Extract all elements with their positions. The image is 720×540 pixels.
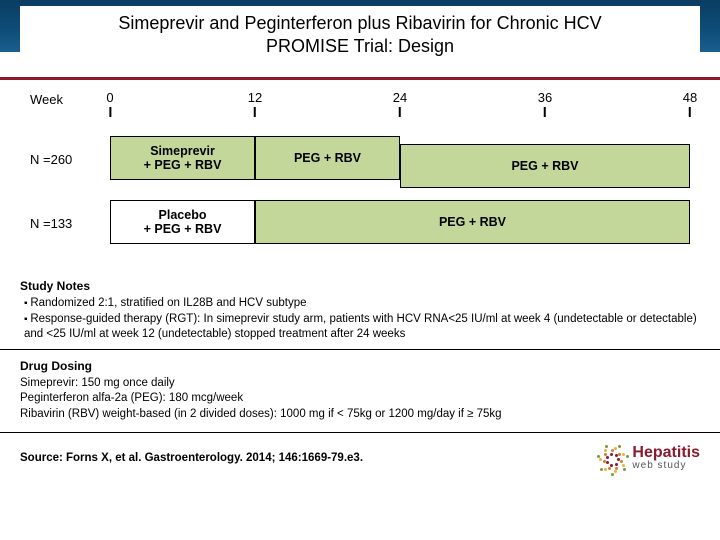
arm-bars: Placebo+ PEG + RBVPEG + RBV: [110, 200, 690, 244]
study-note-item: Randomized 2:1, stratified on IL28B and …: [24, 296, 700, 312]
dosing-lines: Simeprevir: 150 mg once dailyPeginterfer…: [20, 376, 700, 423]
logo-text: Hepatitis web study: [632, 445, 700, 471]
treatment-segment: PEG + RBV: [255, 136, 400, 180]
accent-divider: [0, 77, 720, 80]
logo-line-1: Hepatitis: [632, 445, 700, 461]
study-notes-list: Randomized 2:1, stratified on IL28B and …: [20, 296, 700, 343]
logo-dot-icon: [596, 443, 626, 473]
title-box: Simeprevir and Peginterferon plus Ribavi…: [20, 6, 700, 67]
trial-design-chart: Week 0 12 24 36 48 N =260Simeprevir+ PEG + R…: [0, 80, 720, 244]
week-tick: 24: [393, 90, 407, 117]
week-ticks: 012243648: [110, 90, 690, 118]
week-tick: 36: [538, 90, 552, 117]
study-arms: N =260Simeprevir+ PEG + RBVPEG + RBVPEG …: [30, 136, 690, 244]
dosing-line: Ribavirin (RBV) weight-based (in 2 divid…: [20, 407, 700, 423]
arm-n-label: N =260: [30, 150, 110, 167]
treatment-segment: Placebo+ PEG + RBV: [110, 200, 255, 244]
logo-line-2: web study: [632, 461, 700, 471]
week-tick: 12: [248, 90, 262, 117]
dosing-heading: Drug Dosing: [20, 358, 700, 374]
slide-title: Simeprevir and Peginterferon plus Ribavi…: [30, 12, 690, 59]
arm-bars: Simeprevir+ PEG + RBVPEG + RBVPEG + RBV: [110, 136, 690, 180]
dosing-line: Peginterferon alfa-2a (PEG): 180 mcg/wee…: [20, 391, 700, 407]
study-notes-heading: Study Notes: [20, 278, 700, 294]
slide-header: Simeprevir and Peginterferon plus Ribavi…: [0, 0, 720, 80]
title-line-1: Simeprevir and Peginterferon plus Ribavi…: [118, 13, 601, 33]
hepatitis-logo: Hepatitis web study: [596, 443, 700, 473]
study-notes: Study Notes Randomized 2:1, stratified o…: [0, 264, 720, 350]
treatment-segment: PEG + RBV: [400, 144, 690, 188]
source-citation: Source: Forns X, et al. Gastroenterology…: [20, 452, 363, 464]
drug-dosing: Drug Dosing Simeprevir: 150 mg once dail…: [0, 350, 720, 434]
treatment-segment: Simeprevir+ PEG + RBV: [110, 136, 255, 180]
study-arm: N =133Placebo+ PEG + RBVPEG + RBV: [30, 200, 690, 244]
study-note-item: Response-guided therapy (RGT): In simepr…: [24, 312, 700, 343]
dosing-line: Simeprevir: 150 mg once daily: [20, 376, 700, 392]
treatment-segment: PEG + RBV: [255, 200, 690, 244]
slide-footer: Source: Forns X, et al. Gastroenterology…: [0, 433, 720, 473]
week-tick: 48: [683, 90, 697, 117]
title-line-2: PROMISE Trial: Design: [266, 36, 454, 56]
week-tick: 0: [106, 90, 113, 117]
timeline-axis: Week 012243648: [30, 90, 690, 136]
arm-n-label: N =133: [30, 214, 110, 231]
study-arm: N =260Simeprevir+ PEG + RBVPEG + RBVPEG …: [30, 136, 690, 180]
week-label: Week: [30, 90, 110, 107]
